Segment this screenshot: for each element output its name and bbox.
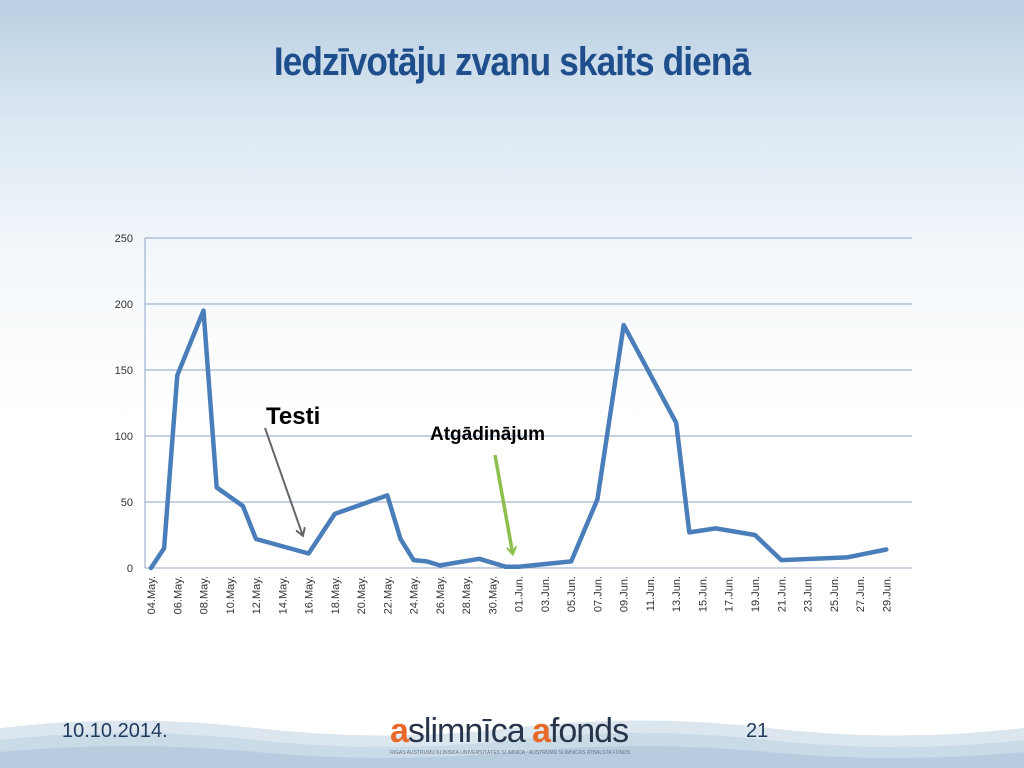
x-tick-label: 06.May. (172, 576, 184, 614)
x-tick-label: 18.May. (330, 576, 342, 614)
slide-title: Iedzīvotāju zvanu skaits dienā (273, 40, 751, 84)
page-number: 21 (746, 720, 769, 742)
x-tick-label: 03.Jun. (540, 576, 552, 612)
x-tick-label: 28.May. (461, 576, 473, 614)
logo: aslimnīca afonds RĪGAS AUSTRUMU KLĪNISKĀ… (390, 712, 640, 756)
y-tick-label: 200 (115, 299, 133, 311)
x-tick-label: 17.Jun. (724, 576, 736, 612)
x-tick-label: 01.Jun. (514, 576, 526, 612)
annotation-label: Testi (266, 403, 320, 430)
y-tick-label: 150 (115, 365, 133, 377)
x-tick-label: 21.Jun. (776, 576, 788, 612)
x-tick-label: 08.May. (199, 576, 211, 614)
x-tick-label: 25.Jun. (829, 576, 841, 612)
x-tick-label: 04.May. (146, 576, 158, 614)
x-tick-label: 09.Jun. (619, 576, 631, 612)
x-tick-label: 11.Jun. (645, 576, 657, 611)
footer-date: 10.10.2014. (62, 720, 168, 742)
y-axis-ticks: 0 50 100 150 200 250 (115, 233, 133, 575)
x-tick-label: 29.Jun. (881, 576, 893, 612)
logo-subtitle: RĪGAS AUSTRUMU KLĪNISKĀ UNIVERSITĀTES SL… (390, 750, 631, 756)
x-tick-label: 30.May. (487, 576, 499, 614)
x-tick-label: 16.May. (304, 576, 316, 614)
x-tick-label: 20.May. (356, 576, 368, 614)
x-axis-ticks: 04.May. 06.May. 08.May. 10.May. 12.May. 14.Ma… (146, 576, 893, 614)
x-tick-label: 15.Jun. (697, 576, 709, 612)
grid-lines (145, 237, 912, 569)
x-tick-label: 22.May. (382, 576, 394, 614)
x-tick-label: 12.May. (251, 576, 263, 614)
y-tick-label: 50 (121, 497, 133, 509)
x-tick-label: 13.Jun. (671, 576, 683, 612)
x-tick-label: 24.May. (409, 576, 421, 614)
x-tick-label: 05.Jun. (566, 576, 578, 612)
logo-text-2: afonds (532, 712, 629, 750)
y-tick-label: 100 (115, 431, 133, 443)
y-tick-label: 0 (127, 563, 133, 575)
annotation-arrow (493, 454, 513, 553)
x-tick-label: 26.May. (435, 576, 447, 614)
series-layer (148, 308, 889, 571)
footer-waves (0, 720, 1024, 768)
annotation-arrow (264, 427, 303, 535)
annotation-label: Atgādinājum (430, 424, 545, 445)
x-tick-label: 19.Jun. (750, 576, 762, 612)
logo-text-1: aslimnīca (390, 712, 526, 750)
annotations: Testi Atgādinājum (264, 403, 545, 553)
x-tick-label: 27.Jun. (855, 576, 867, 612)
x-tick-label: 10.May. (225, 576, 237, 614)
x-tick-label: 23.Jun. (803, 576, 815, 612)
x-tick-label: 07.Jun. (592, 576, 604, 612)
x-tick-label: 14.May. (277, 576, 289, 614)
y-tick-label: 250 (115, 233, 133, 245)
